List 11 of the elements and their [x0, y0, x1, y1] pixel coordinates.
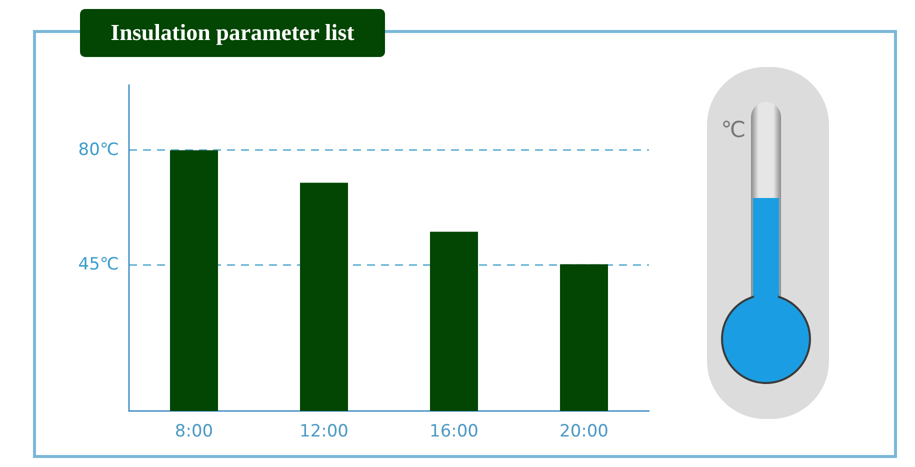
bar [430, 232, 478, 411]
bar [170, 150, 218, 411]
y-tick-label: 80℃ [78, 140, 119, 160]
x-tick-label: 8:00 [174, 422, 214, 442]
x-tick-label: 20:00 [560, 422, 608, 442]
x-tick-label: 16:00 [430, 422, 478, 442]
bar [300, 182, 348, 411]
bar [560, 264, 608, 411]
text: ℃ [721, 118, 746, 143]
y-tick-label: 45℃ [78, 254, 119, 274]
x-tick-label: 12:00 [300, 422, 348, 442]
